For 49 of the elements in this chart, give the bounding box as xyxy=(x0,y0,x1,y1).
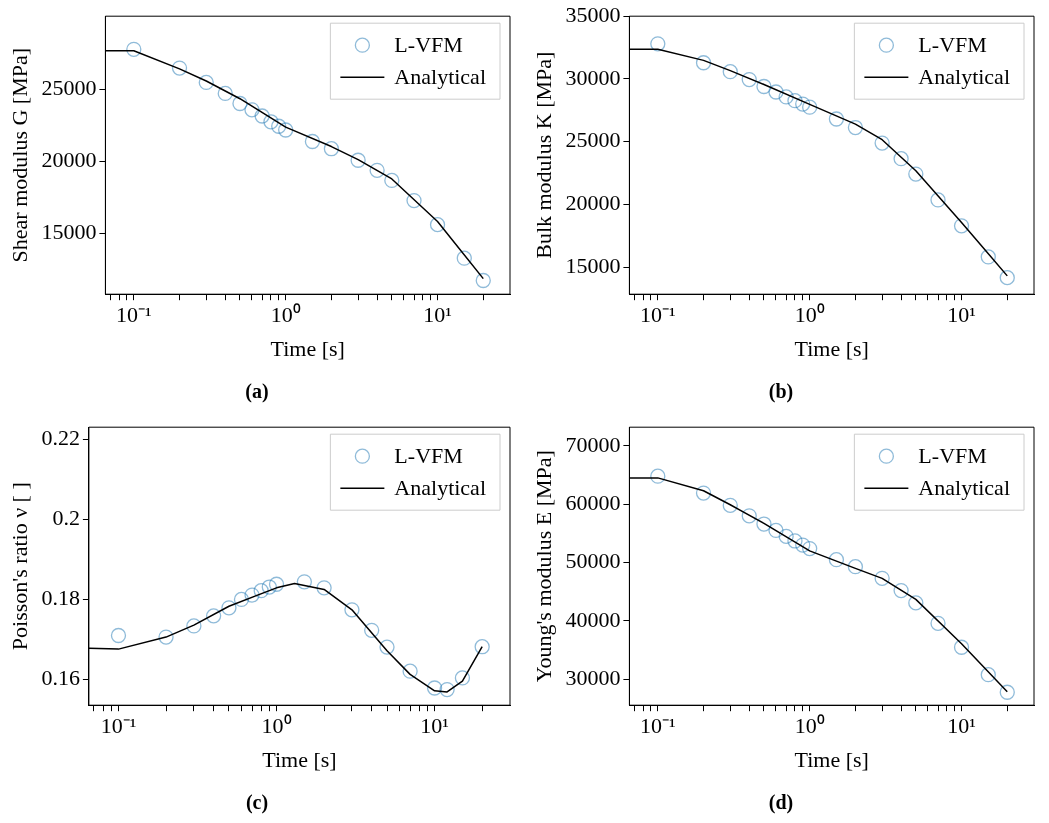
text: (d) xyxy=(768,791,794,815)
y-tick-label: 30000 xyxy=(565,64,621,90)
x-tick-label: 10⁻¹ xyxy=(640,302,676,328)
x-axis-title: Time [s] xyxy=(270,335,345,361)
x-tick-label: 10¹ xyxy=(420,713,449,739)
y-tick-label: 15000 xyxy=(565,253,621,278)
x-tick-label: 10⁻¹ xyxy=(100,713,137,739)
legend-label: Analytical xyxy=(394,474,487,500)
x-tick-label: 10¹ xyxy=(423,302,452,328)
y-tick-label: 35000 xyxy=(565,1,621,27)
y-tick-label: 0.16 xyxy=(41,665,80,691)
legend-label: L-VFM xyxy=(394,31,463,57)
x-tick-label: 10¹ xyxy=(947,302,976,328)
text: (b) xyxy=(768,380,794,404)
x-tick-label: 10⁰ xyxy=(261,713,292,739)
x-tick-label: 10⁰ xyxy=(270,302,301,328)
x-axis-title: Time [s] xyxy=(794,335,869,361)
y-tick-label: 30000 xyxy=(565,665,621,691)
text: (c) xyxy=(245,791,269,815)
y-tick-label: 50000 xyxy=(565,548,621,574)
x-tick-label: 10⁻¹ xyxy=(116,302,152,328)
y-tick-label: 25000 xyxy=(41,75,97,101)
legend-label: L-VFM xyxy=(918,31,987,57)
text: (a) xyxy=(245,380,269,404)
x-axis-title: Time [s] xyxy=(262,746,337,772)
y-tick-label: 70000 xyxy=(565,431,621,457)
y-axis-title: Poisson's ratio ν [ ] xyxy=(6,482,32,651)
y-axis-title: Young's modulus E [MPa] xyxy=(530,450,556,683)
y-tick-label: 20000 xyxy=(565,190,621,216)
y-tick-label: 40000 xyxy=(565,606,621,632)
x-tick-label: 10⁰ xyxy=(794,713,825,739)
y-tick-label: 60000 xyxy=(565,489,621,515)
legend-label: L-VFM xyxy=(918,442,987,468)
x-axis-title: Time [s] xyxy=(794,746,869,772)
y-tick-label: 15000 xyxy=(41,219,97,245)
x-tick-label: 10¹ xyxy=(947,713,976,739)
y-axis-title: Bulk modulus K [MPa] xyxy=(530,51,556,259)
y-axis-title: Shear modulus G [MPa] xyxy=(6,47,32,263)
legend-label: L-VFM xyxy=(394,442,463,468)
y-tick-label: 25000 xyxy=(565,127,621,153)
legend-label: Analytical xyxy=(918,63,1011,89)
y-tick-label: 20000 xyxy=(41,147,97,173)
x-tick-label: 10⁻¹ xyxy=(640,713,676,739)
y-tick-label: 0.22 xyxy=(41,425,80,450)
y-tick-label: 0.2 xyxy=(52,505,80,531)
legend-label: Analytical xyxy=(918,474,1011,500)
y-tick-label: 0.18 xyxy=(41,585,80,611)
x-tick-label: 10⁰ xyxy=(794,302,825,328)
legend-label: Analytical xyxy=(394,63,487,89)
